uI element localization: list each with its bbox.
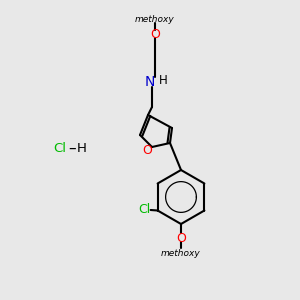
Text: O: O <box>150 28 160 40</box>
Text: methoxy: methoxy <box>161 248 201 257</box>
Text: Cl: Cl <box>53 142 67 154</box>
Text: O: O <box>176 232 186 244</box>
Text: H: H <box>77 142 87 154</box>
Text: O: O <box>142 145 152 158</box>
Text: methoxy: methoxy <box>135 14 175 23</box>
Text: H: H <box>159 74 167 88</box>
Text: Cl: Cl <box>139 203 151 216</box>
Text: N: N <box>145 75 155 89</box>
Text: –: – <box>68 140 76 155</box>
